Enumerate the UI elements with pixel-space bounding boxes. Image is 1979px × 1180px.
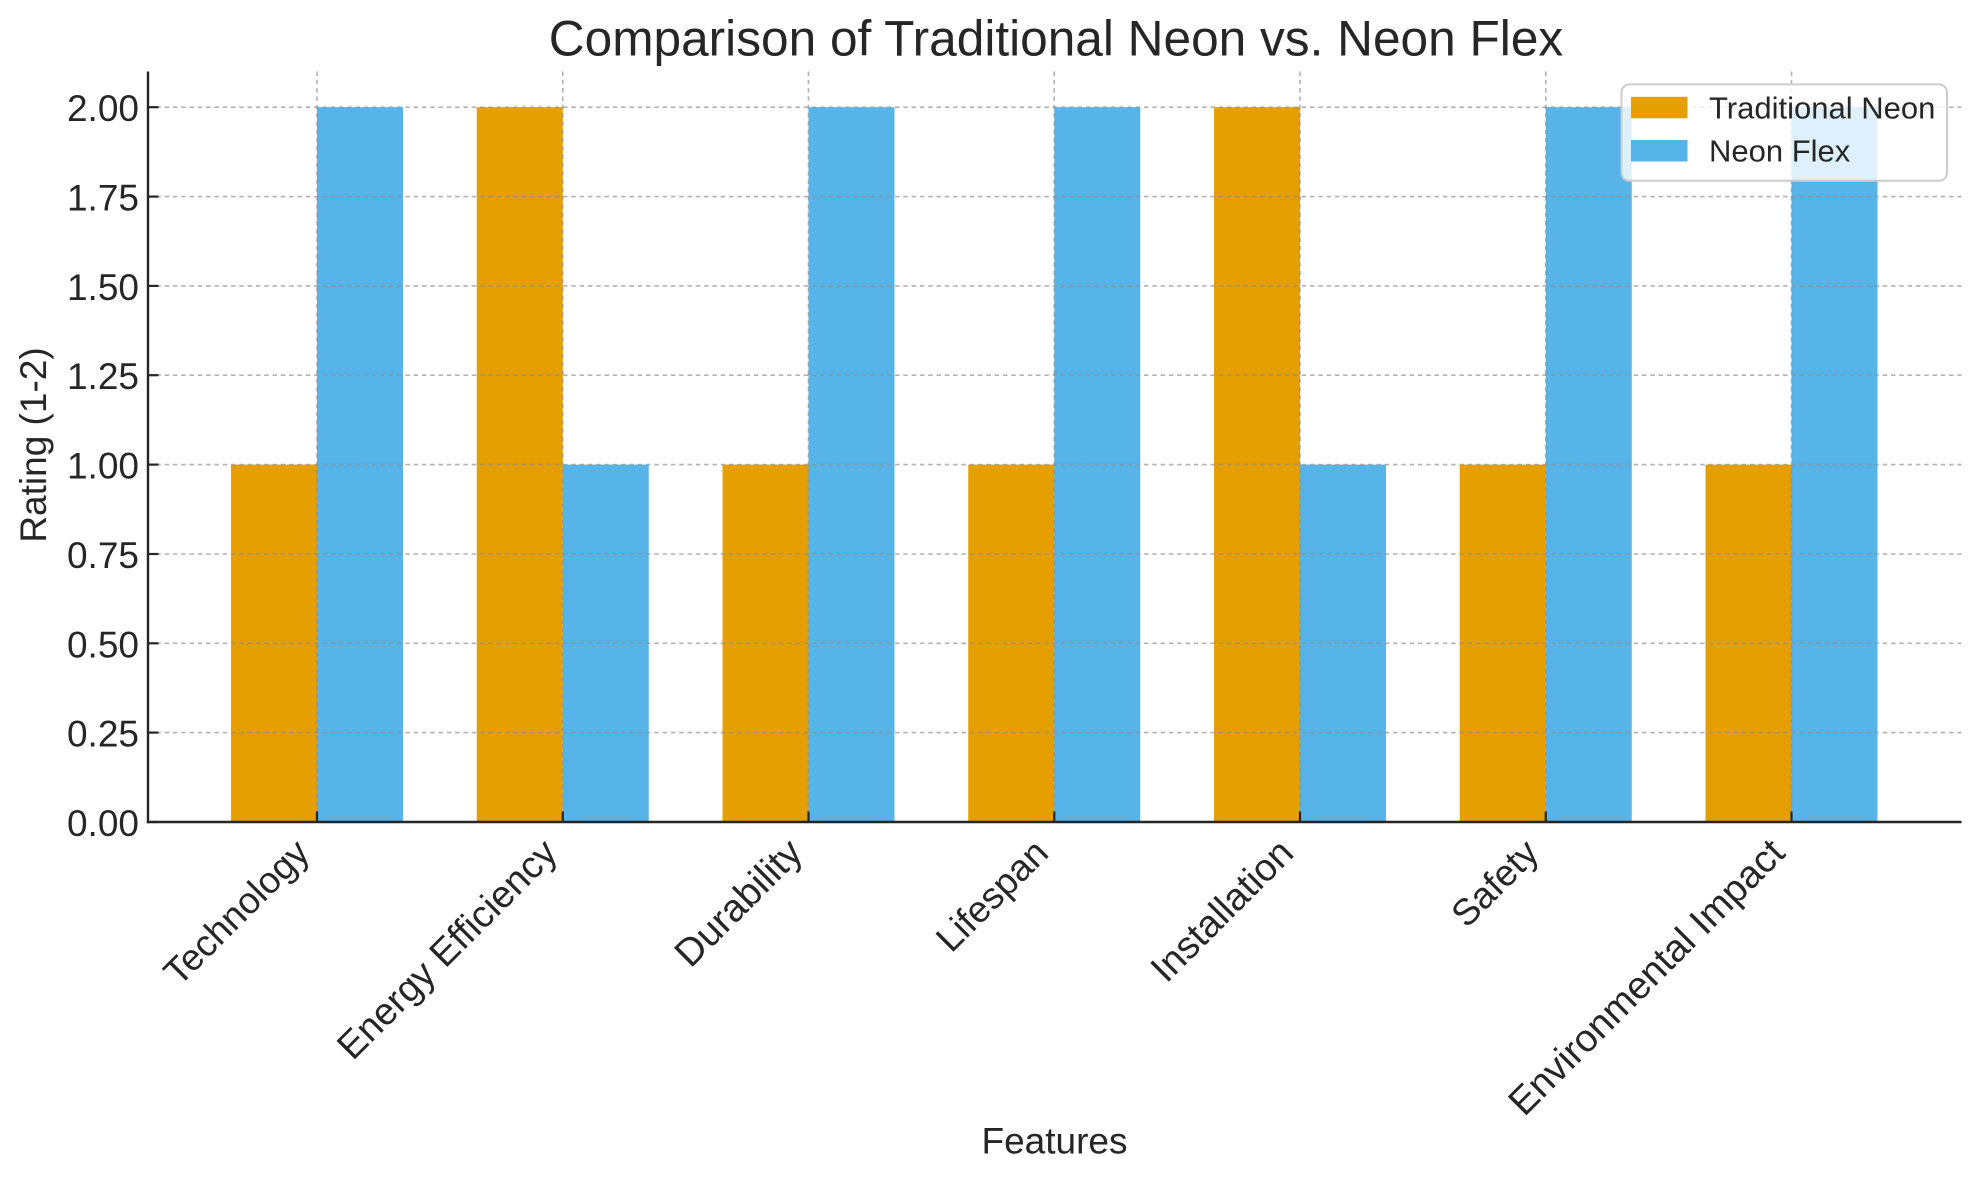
svg-text:Rating (1-2): Rating (1-2) xyxy=(13,347,54,542)
svg-text:Neon Flex: Neon Flex xyxy=(1709,134,1851,169)
svg-text:0.00: 0.00 xyxy=(67,803,139,844)
svg-text:0.75: 0.75 xyxy=(67,535,139,576)
svg-text:2.00: 2.00 xyxy=(67,88,139,129)
svg-text:0.25: 0.25 xyxy=(67,714,139,755)
svg-text:1.25: 1.25 xyxy=(67,356,139,397)
svg-text:Traditional Neon: Traditional Neon xyxy=(1709,90,1935,125)
svg-text:1.75: 1.75 xyxy=(67,178,139,219)
svg-text:0.50: 0.50 xyxy=(67,624,139,665)
svg-text:1.50: 1.50 xyxy=(67,267,139,308)
svg-text:1.00: 1.00 xyxy=(67,446,139,487)
svg-text:Features: Features xyxy=(981,1121,1127,1162)
svg-text:Comparison of Traditional Neon: Comparison of Traditional Neon vs. Neon … xyxy=(549,11,1564,67)
